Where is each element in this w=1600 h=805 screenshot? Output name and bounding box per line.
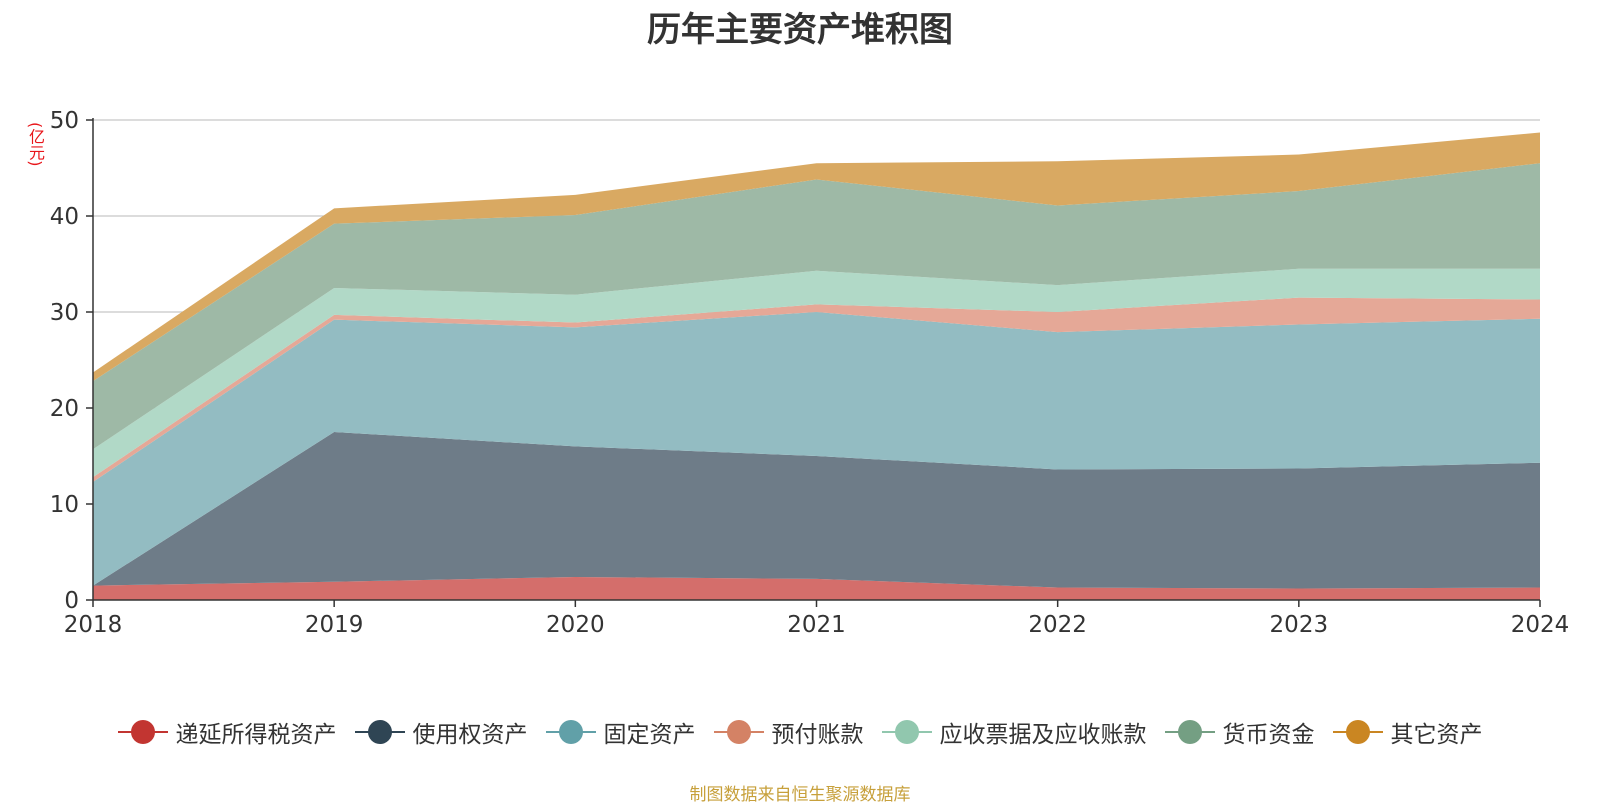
- y-tick-label-40: 40: [50, 204, 79, 230]
- legend-marker-icon: [881, 717, 932, 747]
- legend: 递延所得税资产 使用权资产 固定资产 预付账款 应收票据及应收账款 货币资金 其它资产: [0, 712, 1600, 752]
- legend-marker-icon: [545, 717, 596, 747]
- legend-marker-icon: [1164, 717, 1215, 747]
- y-tick-label-20: 20: [50, 396, 79, 422]
- legend-label: 货币资金: [1222, 722, 1315, 748]
- area-series-4: [93, 297, 1540, 482]
- x-tick-label-2024: 2024: [1511, 612, 1570, 638]
- legend-item-5[interactable]: 应收票据及应收账款: [881, 715, 1147, 749]
- legend-item-3[interactable]: 固定资产: [545, 715, 696, 749]
- area-series-3: [93, 312, 1540, 586]
- y-tick-label-0: 0: [64, 588, 79, 614]
- y-tick-label-30: 30: [50, 300, 79, 326]
- x-tick-label-2020: 2020: [546, 612, 605, 638]
- x-tick-label-2022: 2022: [1028, 612, 1087, 638]
- legend-item-4[interactable]: 预付账款: [713, 715, 864, 749]
- chart-title: 历年主要资产堆积图: [647, 10, 953, 50]
- legend-label: 其它资产: [1390, 722, 1483, 748]
- x-tick-label-2021: 2021: [787, 612, 846, 638]
- legend-label: 应收票据及应收账款: [939, 722, 1147, 748]
- legend-item-1[interactable]: 递延所得税资产: [117, 715, 337, 749]
- legend-label: 固定资产: [603, 722, 696, 748]
- data-source-note: 制图数据来自恒生聚源数据库: [689, 785, 911, 805]
- area-series-6: [93, 163, 1540, 450]
- legend-marker-icon: [117, 717, 168, 747]
- legend-item-6[interactable]: 货币资金: [1164, 715, 1315, 749]
- legend-item-2[interactable]: 使用权资产: [354, 715, 528, 749]
- x-tick-label-2019: 2019: [305, 612, 364, 638]
- legend-marker-icon: [354, 717, 405, 747]
- area-series-5: [93, 268, 1540, 478]
- axes: 0 10 20 30 40 50 2018 2019 2020 2021 2022 2023 2024: [50, 108, 1570, 638]
- x-tick-label-2023: 2023: [1270, 612, 1329, 638]
- area-series-7: [93, 132, 1540, 382]
- legend-marker-icon: [713, 717, 764, 747]
- y-axis-unit-label: (亿元): [26, 122, 45, 167]
- x-tick-label-2018: 2018: [64, 612, 123, 638]
- legend-label: 递延所得税资产: [175, 722, 337, 748]
- area-series: [93, 132, 1540, 600]
- legend-label: 预付账款: [771, 722, 864, 748]
- legend-marker-icon: [1332, 717, 1383, 747]
- y-tick-label-50: 50: [50, 108, 79, 134]
- legend-label: 使用权资产: [412, 722, 528, 748]
- y-tick-label-10: 10: [50, 492, 79, 518]
- legend-item-7[interactable]: 其它资产: [1332, 715, 1483, 749]
- area-series-1: [93, 576, 1540, 600]
- area-series-2: [93, 432, 1540, 589]
